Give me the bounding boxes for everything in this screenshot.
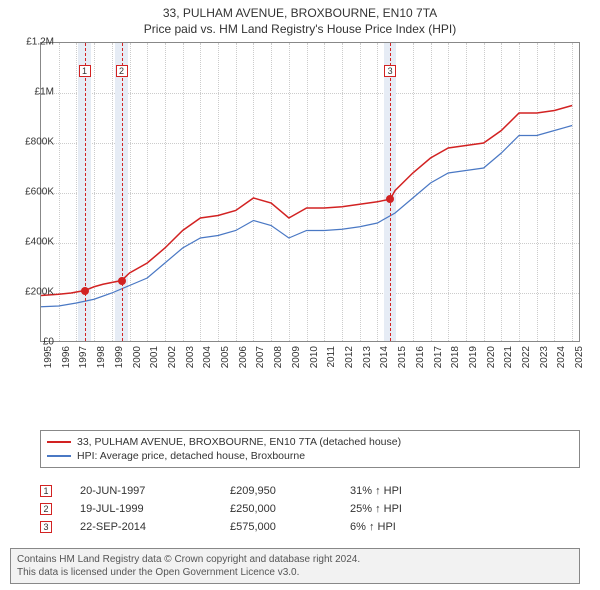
y-axis-label: £1.2M — [26, 37, 54, 48]
transaction-date: 19-JUL-1999 — [80, 503, 230, 515]
transaction-price: £575,000 — [230, 521, 350, 533]
event-dash-line — [122, 43, 123, 341]
x-axis-label: 2005 — [220, 346, 231, 368]
title-block: 33, PULHAM AVENUE, BROXBOURNE, EN10 7TA … — [0, 0, 600, 38]
x-axis-label: 1998 — [96, 346, 107, 368]
x-axis-label: 2011 — [326, 346, 337, 368]
transaction-dot — [81, 287, 89, 295]
x-axis-label: 2016 — [415, 346, 426, 368]
x-axis-label: 2019 — [468, 346, 479, 368]
transaction-price: £209,950 — [230, 485, 350, 497]
footer-line: Contains HM Land Registry data © Crown c… — [17, 553, 573, 566]
transaction-marker: 2 — [40, 503, 52, 515]
x-axis-label: 2024 — [556, 346, 567, 368]
x-axis-label: 2000 — [132, 346, 143, 368]
x-axis-label: 2007 — [255, 346, 266, 368]
legend-label: 33, PULHAM AVENUE, BROXBOURNE, EN10 7TA … — [77, 436, 401, 448]
transaction-row: 3 22-SEP-2014 £575,000 6% ↑ HPI — [40, 518, 580, 536]
x-axis-label: 2017 — [433, 346, 444, 368]
transaction-row: 2 19-JUL-1999 £250,000 25% ↑ HPI — [40, 500, 580, 518]
title-subtitle: Price paid vs. HM Land Registry's House … — [0, 22, 600, 36]
chart-container: 33, PULHAM AVENUE, BROXBOURNE, EN10 7TA … — [0, 0, 600, 590]
x-axis-label: 1995 — [43, 346, 54, 368]
x-axis-label: 2002 — [167, 346, 178, 368]
footer-attribution: Contains HM Land Registry data © Crown c… — [10, 548, 580, 584]
x-axis-label: 2009 — [291, 346, 302, 368]
event-dash-line — [85, 43, 86, 341]
transaction-delta: 6% ↑ HPI — [350, 521, 470, 533]
legend-swatch — [47, 441, 71, 443]
x-axis-label: 2010 — [309, 346, 320, 368]
transaction-marker-box: 1 — [79, 65, 91, 77]
x-axis-label: 1996 — [61, 346, 72, 368]
x-axis-label: 2008 — [273, 346, 284, 368]
transaction-delta: 31% ↑ HPI — [350, 485, 470, 497]
title-address: 33, PULHAM AVENUE, BROXBOURNE, EN10 7TA — [0, 6, 600, 20]
legend-item: 33, PULHAM AVENUE, BROXBOURNE, EN10 7TA … — [47, 435, 573, 449]
legend-label: HPI: Average price, detached house, Brox… — [77, 450, 305, 462]
transaction-row: 1 20-JUN-1997 £209,950 31% ↑ HPI — [40, 482, 580, 500]
transaction-marker-box: 2 — [116, 65, 128, 77]
x-axis-label: 2015 — [397, 346, 408, 368]
x-axis-label: 2023 — [539, 346, 550, 368]
transaction-marker: 1 — [40, 485, 52, 497]
legend-item: HPI: Average price, detached house, Brox… — [47, 449, 573, 463]
x-axis-label: 2003 — [185, 346, 196, 368]
x-axis-label: 1999 — [114, 346, 125, 368]
x-axis-label: 2022 — [521, 346, 532, 368]
transaction-delta: 25% ↑ HPI — [350, 503, 470, 515]
transaction-table: 1 20-JUN-1997 £209,950 31% ↑ HPI 2 19-JU… — [40, 482, 580, 536]
y-axis-label: £200K — [25, 287, 54, 298]
transaction-price: £250,000 — [230, 503, 350, 515]
x-axis-label: 2020 — [486, 346, 497, 368]
x-axis-label: 2001 — [149, 346, 160, 368]
legend-box: 33, PULHAM AVENUE, BROXBOURNE, EN10 7TA … — [40, 430, 580, 468]
x-axis-label: 2021 — [503, 346, 514, 368]
event-dash-line — [390, 43, 391, 341]
x-axis-label: 2018 — [450, 346, 461, 368]
x-axis-label: 2006 — [238, 346, 249, 368]
x-axis-label: 1997 — [78, 346, 89, 368]
transaction-dot — [118, 277, 126, 285]
y-axis-label: £1M — [35, 87, 54, 98]
transaction-marker: 3 — [40, 521, 52, 533]
x-axis-label: 2012 — [344, 346, 355, 368]
x-axis-label: 2025 — [574, 346, 585, 368]
y-axis-label: £400K — [25, 237, 54, 248]
x-axis-label: 2014 — [379, 346, 390, 368]
x-axis-label: 2004 — [202, 346, 213, 368]
transaction-date: 22-SEP-2014 — [80, 521, 230, 533]
y-axis-label: £600K — [25, 187, 54, 198]
y-axis-label: £800K — [25, 137, 54, 148]
transaction-marker-box: 3 — [384, 65, 396, 77]
x-axis-label: 2013 — [362, 346, 373, 368]
transaction-dot — [386, 195, 394, 203]
chart-area: 123 £0£200K£400K£600K£800K£1M£1.2M199519… — [40, 42, 600, 382]
legend-swatch — [47, 455, 71, 457]
transaction-date: 20-JUN-1997 — [80, 485, 230, 497]
plot-region: 1 2 3 — [40, 42, 580, 342]
footer-line: This data is licensed under the Open Gov… — [17, 566, 573, 579]
